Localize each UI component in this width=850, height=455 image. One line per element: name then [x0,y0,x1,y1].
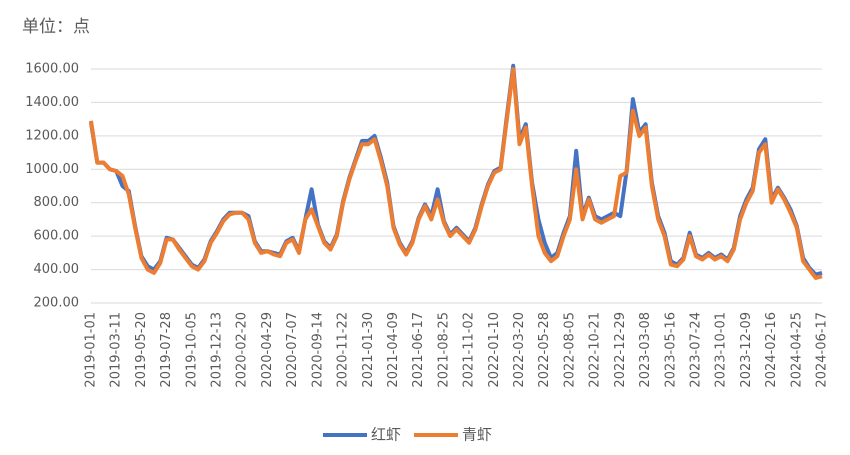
series-line [89,63,823,277]
x-tick-label: 2022-08-05 [562,312,577,388]
x-tick-label: 2023-07-24 [688,312,703,388]
y-tick-label: 400.00 [34,262,80,277]
y-tick-label: 200.00 [34,296,80,311]
x-tick-label: 2023-12-09 [739,312,754,388]
x-tick-label: 2019-05-20 [134,312,149,388]
x-tick-label: 2019-10-05 [184,312,199,388]
y-tick-label: 1600.00 [25,62,79,77]
x-tick-label: 2019-01-01 [84,312,99,388]
legend-label: 青虾 [462,426,492,444]
x-tick-label: 2021-08-25 [436,312,451,388]
y-tick-label: 800.00 [34,195,80,210]
legend-label: 红虾 [371,426,401,444]
x-tick-label: 2022-05-28 [537,312,552,388]
x-tick-label: 2020-09-14 [310,312,325,388]
x-tick-label: 2019-12-13 [210,312,225,388]
y-tick-label: 600.00 [34,229,80,244]
x-tick-label: 2022-01-10 [487,312,502,388]
x-tick-label: 2024-04-25 [789,312,804,388]
series-line [89,67,823,280]
x-tick-label: 2019-07-28 [159,312,174,388]
x-tick-label: 2024-02-16 [764,312,779,388]
x-tick-label: 2023-10-01 [714,312,729,388]
y-tick-label: 1000.00 [25,162,79,177]
unit-label: 单位：点 [22,17,90,37]
x-tick-label: 2020-07-07 [285,312,300,388]
x-tick-label: 2024-06-17 [815,312,830,388]
y-tick-label: 1200.00 [25,128,79,143]
x-tick-label: 2021-11-02 [462,312,477,388]
x-tick-label: 2022-10-21 [588,312,603,388]
y-tick-label: 1400.00 [25,95,79,110]
x-tick-label: 2023-05-16 [663,312,678,388]
x-tick-label: 2022-12-29 [613,312,628,388]
x-tick-label: 2020-02-20 [235,312,250,388]
x-tick-label: 2021-04-09 [386,312,401,388]
x-tick-label: 2021-01-30 [361,312,376,388]
x-tick-label: 2020-04-29 [260,312,275,388]
x-tick-label: 2019-03-11 [109,312,124,388]
x-tick-label: 2023-03-08 [638,312,653,388]
x-tick-label: 2020-11-22 [336,312,351,388]
x-tick-label: 2021-06-17 [411,312,426,388]
x-tick-label: 2022-03-20 [512,312,527,388]
